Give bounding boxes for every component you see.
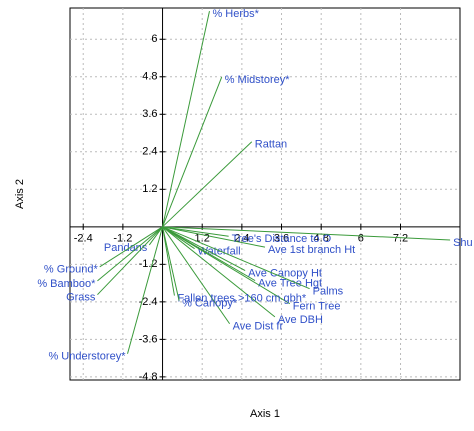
vector: [162, 11, 210, 227]
x-tick-label: -2.4: [74, 233, 93, 245]
y-tick-label: 2.4: [142, 146, 157, 158]
vector: [162, 226, 310, 290]
vector-label: Tree's Distance to O: [232, 233, 332, 245]
vector: [162, 226, 231, 325]
vector: [162, 226, 291, 305]
y-axis-title: Axis 2: [14, 179, 26, 209]
vector-label: % Canopy*: [182, 298, 238, 310]
x-tick-label: 7.2: [393, 233, 408, 245]
vector: [162, 141, 253, 228]
vector: [162, 226, 246, 272]
vector-label: Fallen trees >160 cm gbh*: [177, 293, 306, 305]
vector-label: % Herbs*: [212, 8, 259, 20]
vector: [162, 226, 175, 296]
vector-label: Ave 1st branch Ht: [268, 244, 355, 256]
vector: [99, 226, 163, 268]
vector-label: Palms: [313, 286, 344, 298]
vector-label: % Ground*: [44, 264, 99, 276]
y-tick-label: -4.8: [139, 371, 158, 383]
vector-label: Ave Dist fr: [233, 321, 284, 333]
vector: [162, 226, 276, 318]
y-tick-label: 4.8: [142, 71, 157, 83]
vector: [97, 226, 163, 296]
x-tick-label: -1.2: [113, 233, 132, 245]
vector-label: Ave Tree Hgt: [258, 277, 322, 289]
plot-frame: [69, 7, 461, 381]
y-tick-label: -2.4: [139, 296, 158, 308]
vector-label: Grass: [66, 292, 96, 304]
vector: [127, 226, 164, 354]
vector: [162, 76, 223, 228]
vector: [162, 226, 266, 248]
vector: [97, 226, 163, 282]
x-tick-label: 3.6: [274, 233, 289, 245]
y-tick-label: 6: [151, 33, 157, 45]
vector-label: % Bamboo*: [37, 278, 96, 290]
y-tick-label: -1.2: [139, 258, 158, 270]
x-axis-title: Axis 1: [250, 408, 280, 420]
vector-label: Fern Tree: [293, 301, 341, 313]
vector: [162, 226, 451, 241]
y-tick-label: 3.6: [142, 108, 157, 120]
vector-label: % Understorey*: [48, 351, 126, 363]
vector: [148, 226, 163, 246]
vector-label: Rattan: [255, 139, 287, 151]
y-tick-label: 1.2: [142, 183, 157, 195]
x-tick-label: 6: [358, 233, 364, 245]
vector-label: Ave DBH: [278, 314, 323, 326]
y-tick-label: -3.6: [139, 333, 158, 345]
vector: [162, 226, 229, 237]
vector-label: Pandans: [104, 242, 148, 254]
vector-label: Waterfall: [198, 246, 241, 258]
x-tick-label: 4.8: [314, 233, 329, 245]
vector: [162, 226, 180, 301]
vector-label: Shu: [453, 237, 473, 249]
vector-label: % Midstorey*: [225, 74, 291, 86]
